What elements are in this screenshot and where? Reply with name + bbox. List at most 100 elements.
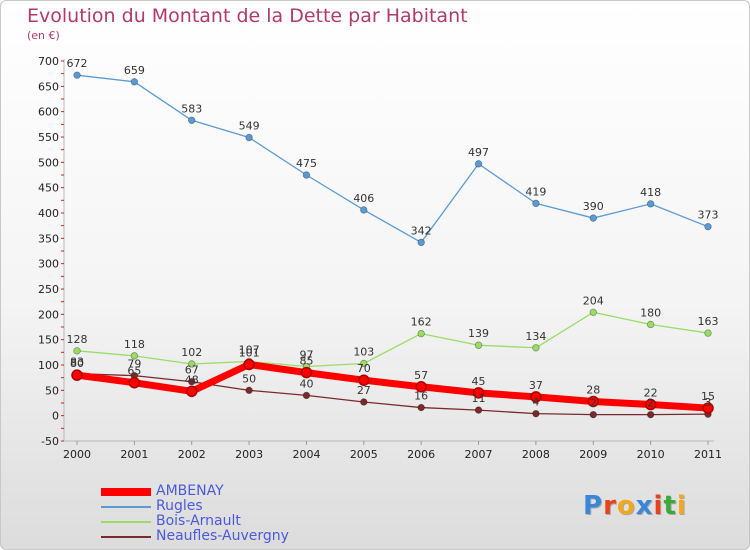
data-point xyxy=(704,329,712,337)
data-point xyxy=(360,398,368,406)
data-label: 27 xyxy=(357,384,371,397)
data-label: 48 xyxy=(185,373,199,386)
data-label: 2 xyxy=(647,397,654,410)
chart-axes: -500501001502002503003504004505005506006… xyxy=(38,55,722,461)
data-label: 11 xyxy=(472,392,486,405)
data-point xyxy=(702,402,714,414)
data-label: 22 xyxy=(644,387,658,400)
data-label: 134 xyxy=(525,330,546,343)
data-point xyxy=(646,410,655,419)
data-point xyxy=(73,347,81,355)
data-label: 549 xyxy=(239,120,260,133)
x-tick-label: 2010 xyxy=(637,448,665,461)
data-point xyxy=(472,387,485,399)
legend-swatch xyxy=(101,506,151,508)
data-point xyxy=(245,386,253,395)
data-point xyxy=(71,369,83,381)
data-label: 45 xyxy=(472,375,486,388)
data-label: 4 xyxy=(532,396,539,409)
data-point xyxy=(417,329,425,338)
data-point xyxy=(130,78,139,86)
y-tick-label: 200 xyxy=(38,308,59,321)
chart-series-points xyxy=(71,71,714,419)
data-point xyxy=(245,133,253,142)
x-tick-label: 2001 xyxy=(120,448,148,461)
chart-series-lines xyxy=(73,74,712,416)
data-label: 139 xyxy=(468,327,489,340)
y-tick-label: 150 xyxy=(38,334,59,347)
data-label: 102 xyxy=(181,346,202,359)
data-label: 16 xyxy=(414,390,428,403)
data-label: 37 xyxy=(529,379,543,392)
x-tick-label: 2011 xyxy=(694,448,722,461)
data-label: 107 xyxy=(239,343,260,356)
data-point xyxy=(415,381,427,393)
y-tick-label: 650 xyxy=(38,80,59,93)
data-point xyxy=(130,352,139,360)
data-point xyxy=(360,206,368,214)
data-point xyxy=(302,391,311,400)
chart-title: Evolution du Montant de la Dette par Hab… xyxy=(27,5,468,27)
data-point xyxy=(243,358,255,371)
data-label: 2 xyxy=(590,397,597,410)
chart-unit-label: (en €) xyxy=(27,29,60,42)
data-point xyxy=(188,378,196,386)
y-tick-label: 50 xyxy=(45,384,59,397)
data-point xyxy=(73,71,81,79)
data-point xyxy=(589,308,597,317)
data-point xyxy=(532,409,540,418)
x-tick-label: 2002 xyxy=(178,448,206,461)
data-label: 583 xyxy=(181,102,202,115)
x-tick-label: 2004 xyxy=(292,448,320,461)
data-label: 15 xyxy=(701,390,715,403)
logo-letter: x xyxy=(635,491,654,521)
data-label: 80 xyxy=(70,357,84,370)
legend-label: AMBENAY xyxy=(156,483,224,499)
data-label: 418 xyxy=(640,186,661,199)
y-tick-label: 500 xyxy=(38,156,59,169)
y-tick-label: 400 xyxy=(38,207,59,220)
legend-swatch xyxy=(101,521,151,523)
data-label: 475 xyxy=(296,157,317,170)
y-tick-label: 250 xyxy=(38,283,59,296)
y-tick-label: -50 xyxy=(41,435,59,448)
data-label: 128 xyxy=(67,333,88,346)
data-label: 50 xyxy=(242,372,256,385)
y-tick-label: 0 xyxy=(52,410,59,423)
logo-letter: o xyxy=(616,491,636,521)
data-label: 97 xyxy=(299,349,313,362)
data-point xyxy=(474,406,483,414)
data-label: 67 xyxy=(185,364,199,377)
data-label: 118 xyxy=(124,338,145,351)
series-line-bois-arnault xyxy=(76,311,709,368)
logo-letter: i xyxy=(653,491,664,521)
data-point xyxy=(417,403,425,412)
data-label: 28 xyxy=(586,383,600,396)
data-label: 65 xyxy=(127,365,141,378)
logo-letter: r xyxy=(603,491,617,521)
data-point xyxy=(300,366,313,379)
data-point xyxy=(185,385,198,398)
data-label: 497 xyxy=(468,146,489,159)
data-point xyxy=(474,160,483,168)
data-label: 3 xyxy=(705,396,712,409)
data-label: 79 xyxy=(127,358,141,371)
data-label: 103 xyxy=(353,345,374,358)
data-label: 390 xyxy=(583,200,604,213)
data-label: 204 xyxy=(583,294,604,307)
data-label: 57 xyxy=(414,369,428,382)
data-label: 163 xyxy=(698,315,719,328)
legend-label: Bois-Arnault xyxy=(156,513,241,529)
logo-letter: t xyxy=(663,491,677,521)
y-tick-label: 350 xyxy=(38,232,59,245)
data-point xyxy=(646,200,655,208)
data-point xyxy=(532,199,540,208)
data-label: 162 xyxy=(411,316,432,329)
data-point xyxy=(360,359,368,368)
data-point xyxy=(532,344,540,352)
data-point xyxy=(128,376,141,389)
data-label: 373 xyxy=(698,209,719,222)
x-tick-label: 2007 xyxy=(465,448,493,461)
